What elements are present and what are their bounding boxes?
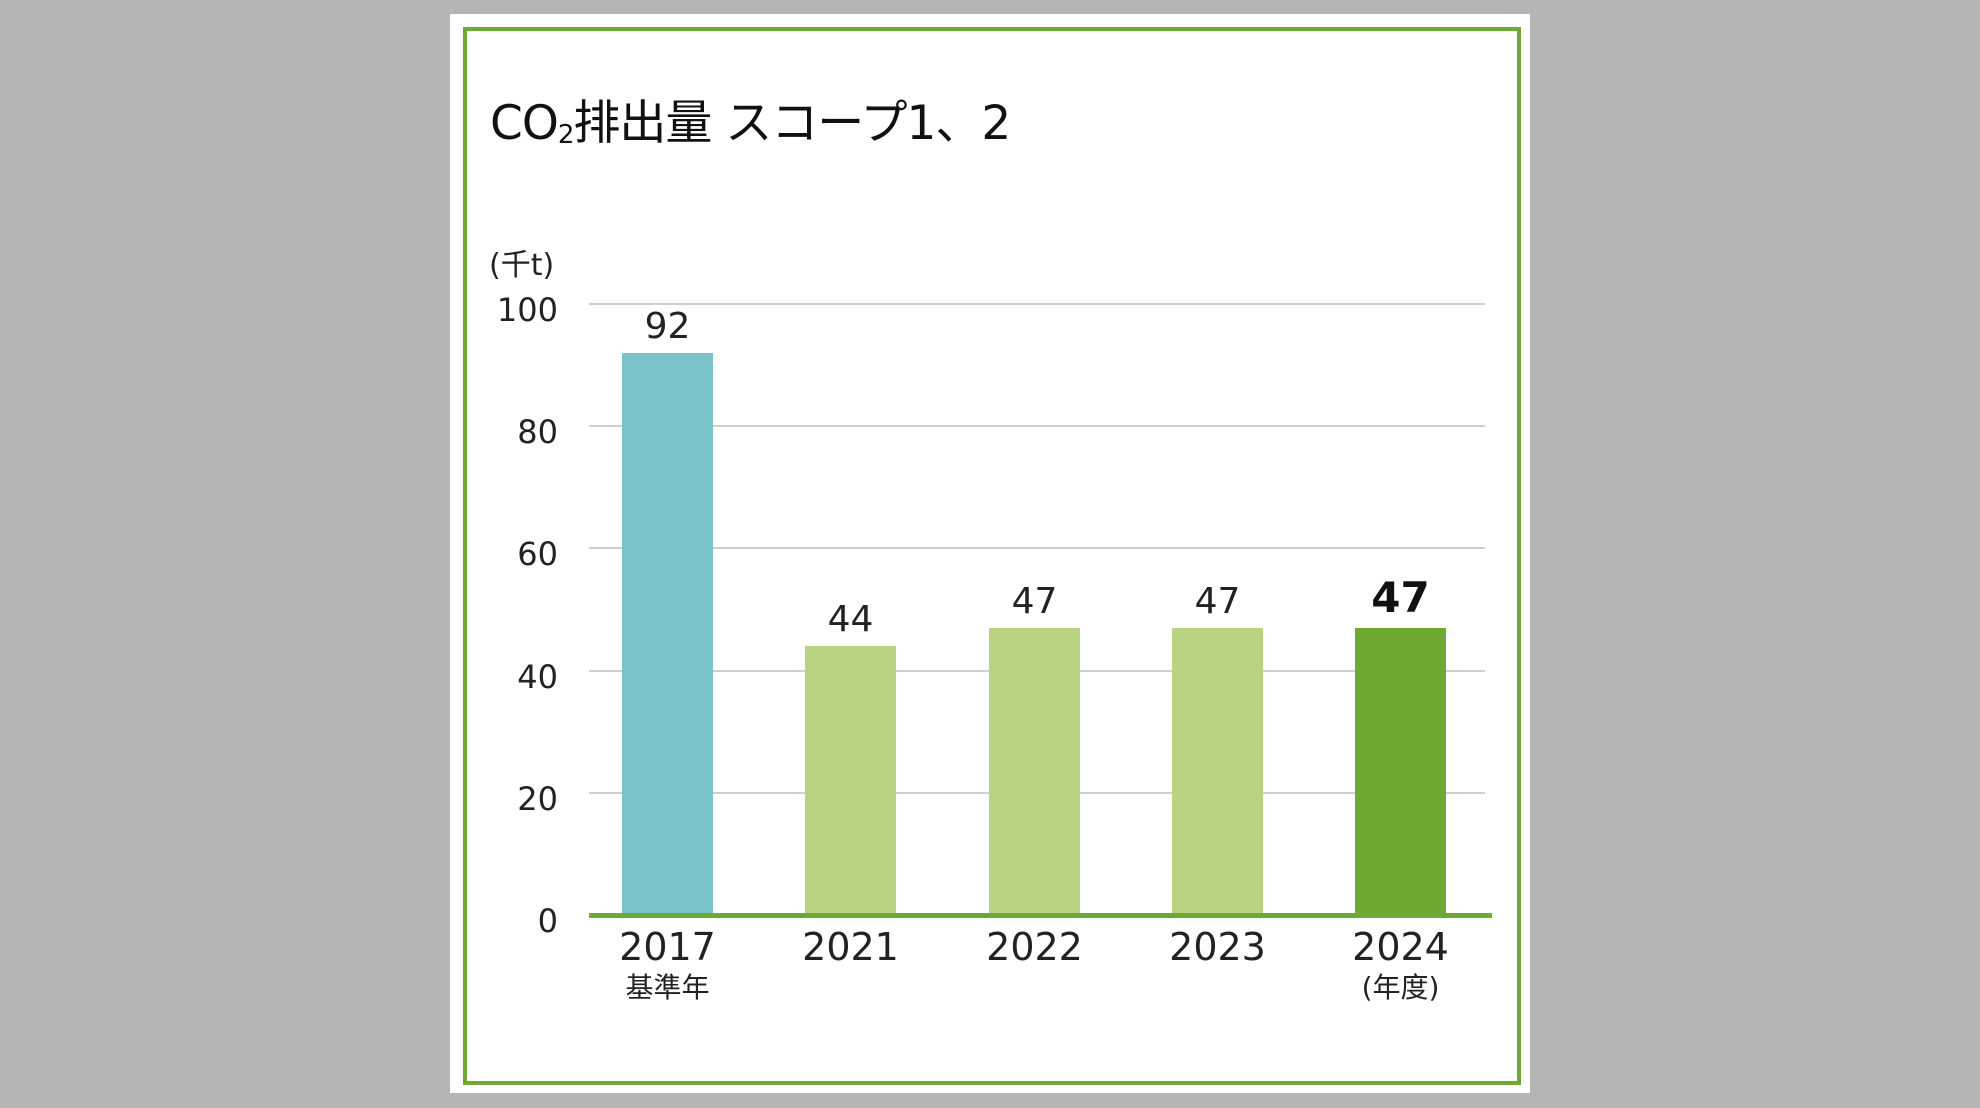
value-label: 47 [1371, 572, 1430, 622]
bar-2021 [805, 646, 896, 915]
y-tick-label: 0 [537, 902, 558, 940]
value-label: 44 [827, 599, 874, 641]
chart-frame [463, 27, 1521, 1085]
gridline [589, 425, 1485, 428]
bar-2023 [1172, 627, 1263, 915]
gridline [589, 303, 1485, 305]
chart-title: CO2排出量 スコープ1、2 [490, 96, 1011, 151]
y-tick-label: 100 [496, 291, 558, 329]
gridline [589, 547, 1485, 550]
x-tick-sublabel: (年度) [1361, 971, 1440, 1004]
bar-2022 [989, 627, 1080, 915]
value-label: 92 [644, 305, 691, 347]
x-tick-label: 2022 [986, 925, 1083, 969]
y-axis-unit-label: (千t) [489, 248, 555, 283]
bar-2017 [622, 352, 713, 915]
x-tick-label: 2017 [619, 925, 716, 969]
x-tick-label: 2021 [802, 925, 899, 969]
y-tick-label: 60 [517, 535, 558, 574]
value-label: 47 [1011, 580, 1058, 622]
bar-2024 [1355, 627, 1446, 915]
x-tick-label: 2024 [1352, 925, 1449, 969]
y-tick-label: 20 [517, 779, 558, 818]
y-tick-label: 40 [517, 657, 558, 696]
y-tick-label: 80 [517, 413, 558, 452]
value-label: 47 [1194, 580, 1241, 622]
x-tick-sublabel: 基準年 [625, 971, 710, 1004]
x-tick-label: 2023 [1169, 925, 1266, 969]
x-axis-line [589, 913, 1492, 918]
